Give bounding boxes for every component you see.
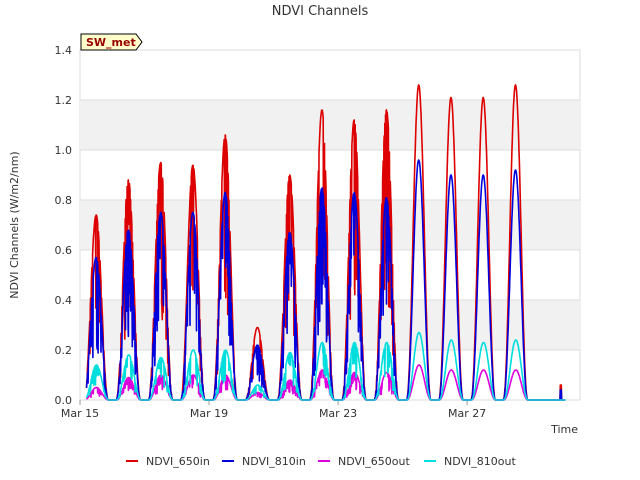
y-tick-label: 0.4 [55,294,73,307]
series-line-ndvi-810out [85,331,567,401]
series-line-ndvi-810in [85,159,567,401]
x-tick-label: Mar 27 [448,407,486,420]
y-axis-label: NDVI Channels (W/m2/nm) [8,151,21,298]
y-tick-label: 0.0 [55,394,73,407]
x-axis-label: Time [550,423,578,436]
x-tick-label: Mar 19 [190,407,228,420]
legend-label: NDVI_810out [444,455,516,468]
y-tick-label: 0.8 [55,194,73,207]
plot-background [79,49,581,401]
x-tick-label: Mar 23 [319,407,357,420]
chart-title: NDVI Channels [272,4,369,19]
y-tick-label: 1.2 [55,94,73,107]
legend-label: NDVI_650out [338,455,410,468]
legend-item: NDVI_650in [126,455,210,468]
y-tick-label: 1.4 [55,44,73,57]
grid-band [80,100,580,150]
y-tick-label: 1.0 [55,144,73,157]
legend-label: NDVI_810in [242,455,306,468]
legend-item: NDVI_650out [318,455,410,468]
legend-item: NDVI_810in [222,455,306,468]
y-axis-ticks: 0.0 0.2 0.4 0.6 0.8 1.0 1.2 1.4 [55,44,73,407]
x-tick-label: Mar 15 [61,407,99,420]
series-lines [85,84,567,401]
legend-item: NDVI_810out [424,455,516,468]
badge-label: SW_met [86,36,136,49]
y-tick-label: 0.6 [55,244,73,257]
grid-band [80,200,580,250]
y-tick-label: 0.2 [55,344,73,357]
sw-met-badge: SW_met [80,33,143,51]
legend: NDVI_650in NDVI_810in NDVI_650out NDVI_810o… [126,455,516,468]
legend-label: NDVI_650in [146,455,210,468]
x-axis-ticks: Mar 15 Mar 19 Mar 23 Mar 27 [61,400,486,420]
